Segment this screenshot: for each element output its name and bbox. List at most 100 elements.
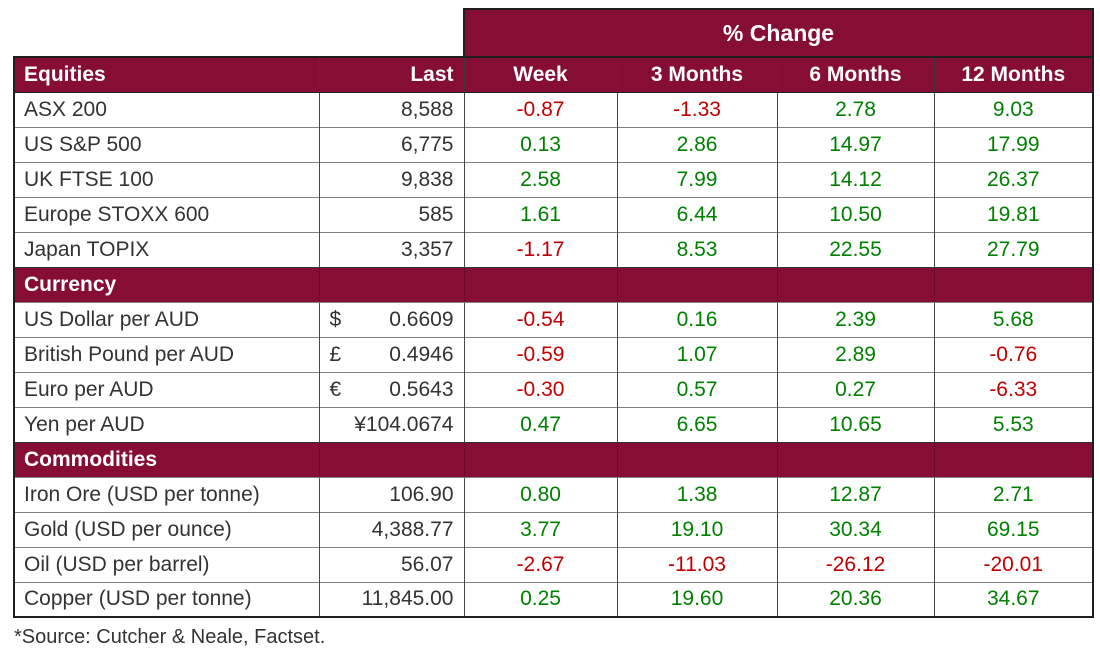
- section-band-cell: [318, 441, 464, 477]
- section-band-cell: [463, 266, 617, 302]
- pct-change-12-months: 5.68: [933, 301, 1094, 337]
- last-value: 0.6609: [389, 307, 454, 331]
- last-value-cell: €0.5643: [318, 371, 464, 407]
- instrument-label: Japan TOPIX: [13, 231, 319, 267]
- pct-change-12-months: 69.15: [933, 511, 1094, 547]
- currency-symbol: €: [329, 377, 342, 401]
- row-copper-usd-per-tonne: Copper (USD per tonne) 11,845.00 0.25 19.60…: [13, 581, 1094, 618]
- pct-change-3-months: 0.16: [616, 301, 777, 337]
- column-header-equities: Equities: [13, 56, 319, 93]
- pct-change-3-months: 19.60: [616, 581, 777, 618]
- row-euro-per-aud: Euro per AUD €0.5643 -0.30 0.57 0.27 -6.33: [13, 371, 1094, 407]
- instrument-label: Copper (USD per tonne): [13, 581, 319, 618]
- section-band-cell: [616, 266, 777, 302]
- pct-change-6-months: 10.65: [776, 406, 934, 442]
- instrument-label: Iron Ore (USD per tonne): [13, 476, 319, 512]
- pct-change-3-months: 6.65: [616, 406, 777, 442]
- pct-change-week: 0.47: [463, 406, 617, 442]
- pct-change-week: -1.17: [463, 231, 617, 267]
- section-band-cell: [776, 266, 934, 302]
- row-europe-stoxx-600: Europe STOXX 600 585 1.61 6.44 10.50 19.81: [13, 196, 1094, 232]
- last-value: 585: [418, 202, 454, 226]
- pct-change-12-months: -20.01: [933, 546, 1094, 582]
- section-band-cell: [318, 266, 464, 302]
- pct-change-6-months: 30.34: [776, 511, 934, 547]
- instrument-label: British Pound per AUD: [13, 336, 319, 372]
- pct-change-week: -0.59: [463, 336, 617, 372]
- row-uk-ftse-100: UK FTSE 100 9,838 2.58 7.99 14.12 26.37: [13, 161, 1094, 197]
- row-oil-usd-per-barrel: Oil (USD per barrel) 56.07 -2.67 -11.03 -26.…: [13, 546, 1094, 582]
- section-band-cell: [776, 441, 934, 477]
- row-asx-200: ASX 200 8,588 -0.87 -1.33 2.78 9.03: [13, 91, 1094, 127]
- row-iron-ore-usd-per-tonne: Iron Ore (USD per tonne) 106.90 0.80 1.38 12…: [13, 476, 1094, 512]
- last-value: ¥104.0674: [354, 412, 454, 436]
- last-value: 3,357: [400, 237, 454, 261]
- pct-change-week: 1.61: [463, 196, 617, 232]
- last-value: 0.5643: [389, 377, 454, 401]
- pct-change-6-months: 14.12: [776, 161, 934, 197]
- pct-change-6-months: 14.97: [776, 126, 934, 162]
- last-value-cell: $0.6609: [318, 301, 464, 337]
- last-value: 0.4946: [389, 342, 454, 366]
- last-value-cell: 56.07: [318, 546, 464, 582]
- column-header-last: Last: [318, 56, 464, 93]
- last-value-cell: 106.90: [318, 476, 464, 512]
- section-header-commodities: Commodities: [13, 441, 1094, 477]
- pct-change-3-months: 6.44: [616, 196, 777, 232]
- column-header-week: Week: [463, 56, 617, 93]
- last-value-cell: ¥104.0674: [318, 406, 464, 442]
- section-label: Commodities: [13, 441, 319, 477]
- last-value-cell: 11,845.00: [318, 581, 464, 618]
- pct-change-6-months: 2.89: [776, 336, 934, 372]
- last-value: 56.07: [400, 552, 454, 576]
- pct-change-week: 3.77: [463, 511, 617, 547]
- last-value-cell: 4,388.77: [318, 511, 464, 547]
- instrument-label: Gold (USD per ounce): [13, 511, 319, 547]
- pct-change-week: -0.54: [463, 301, 617, 337]
- pct-change-band-row: % Change: [14, 8, 1094, 58]
- pct-change-3-months: 0.57: [616, 371, 777, 407]
- pct-change-week: -2.67: [463, 546, 617, 582]
- last-value-cell: 6,775: [318, 126, 464, 162]
- last-value-cell: 9,838: [318, 161, 464, 197]
- section-band-cell: [933, 266, 1094, 302]
- row-yen-per-aud: Yen per AUD ¥104.0674 0.47 6.65 10.65 5.53: [13, 406, 1094, 442]
- pct-change-6-months: 10.50: [776, 196, 934, 232]
- section-band-cell: [463, 441, 617, 477]
- pct-change-6-months: 22.55: [776, 231, 934, 267]
- data-table: % Change Equities Last Week 3 Months 6 M…: [13, 8, 1094, 618]
- last-value-cell: 3,357: [318, 231, 464, 267]
- pct-change-12-months: 27.79: [933, 231, 1094, 267]
- pct-change-week: 0.13: [463, 126, 617, 162]
- pct-change-12-months: 5.53: [933, 406, 1094, 442]
- last-value-cell: 8,588: [318, 91, 464, 127]
- pct-change-12-months: 2.71: [933, 476, 1094, 512]
- pct-change-week: 0.80: [463, 476, 617, 512]
- section-band-cell: [933, 441, 1094, 477]
- row-us-dollar-per-aud: US Dollar per AUD $0.6609 -0.54 0.16 2.39 5.6…: [13, 301, 1094, 337]
- currency-symbol: £: [329, 342, 342, 366]
- row-british-pound-per-aud: British Pound per AUD £0.4946 -0.59 1.07 2.8…: [13, 336, 1094, 372]
- pct-change-week: 2.58: [463, 161, 617, 197]
- column-header-12-months: 12 Months: [933, 56, 1094, 93]
- last-value: 9,838: [400, 167, 454, 191]
- pct-change-12-months: 9.03: [933, 91, 1094, 127]
- section-header-currency: Currency: [13, 266, 1094, 302]
- pct-change-6-months: 20.36: [776, 581, 934, 618]
- pct-change-6-months: -26.12: [776, 546, 934, 582]
- last-value: 11,845.00: [361, 587, 454, 611]
- pct-change-3-months: -1.33: [616, 91, 777, 127]
- section-band-cell: [616, 441, 777, 477]
- column-header-row: Equities Last Week 3 Months 6 Months 12 …: [13, 56, 1094, 93]
- currency-symbol: $: [329, 307, 342, 331]
- pct-change-6-months: 0.27: [776, 371, 934, 407]
- last-value: 8,588: [400, 97, 454, 121]
- instrument-label: ASX 200: [13, 91, 319, 127]
- pct-change-6-months: 12.87: [776, 476, 934, 512]
- pct-change-12-months: -0.76: [933, 336, 1094, 372]
- instrument-label: Yen per AUD: [13, 406, 319, 442]
- source-note: *Source: Cutcher & Neale, Factset.: [14, 626, 326, 648]
- pct-change-week: -0.30: [463, 371, 617, 407]
- row-us-s-p-500: US S&P 500 6,775 0.13 2.86 14.97 17.99: [13, 126, 1094, 162]
- last-value-cell: 585: [318, 196, 464, 232]
